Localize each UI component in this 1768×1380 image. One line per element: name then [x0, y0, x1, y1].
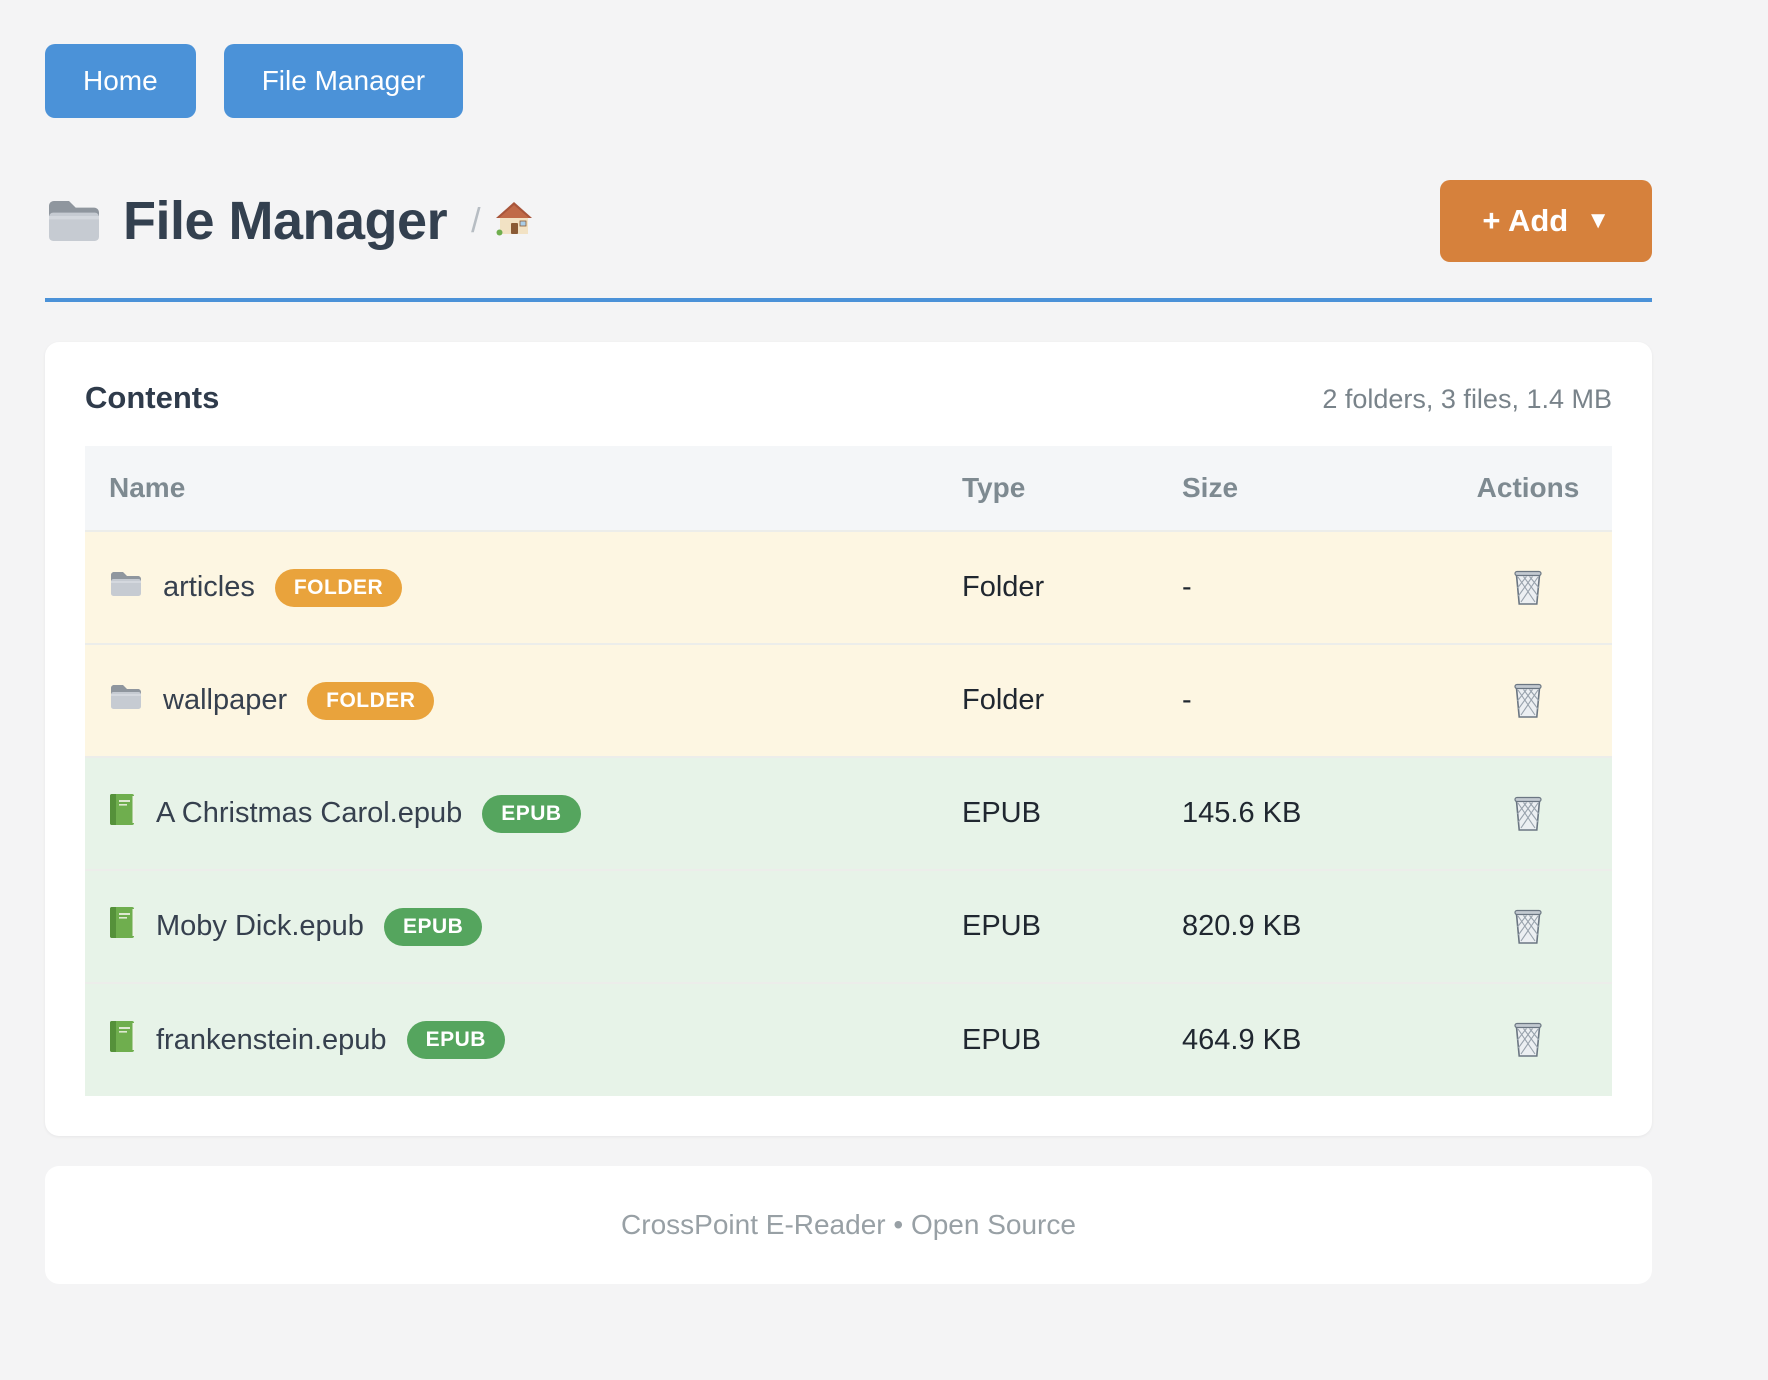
item-type: EPUB — [962, 756, 1182, 870]
book-icon — [109, 1020, 136, 1061]
folder-icon — [45, 196, 103, 246]
item-type: Folder — [962, 530, 1182, 644]
trash-icon — [1512, 570, 1544, 609]
table-header-row: Name Type Size Actions — [85, 446, 1612, 531]
folder-icon — [109, 569, 143, 607]
item-size: - — [1182, 530, 1444, 644]
table-row: wallpaper FOLDER Folder - — [85, 643, 1612, 757]
breadcrumb: / — [471, 201, 532, 241]
delete-button[interactable] — [1506, 675, 1550, 725]
column-header-size: Size — [1182, 446, 1444, 531]
chevron-down-icon: ▼ — [1586, 207, 1610, 234]
trash-icon — [1512, 683, 1544, 722]
item-name-link[interactable]: Moby Dick.epub — [156, 910, 364, 942]
item-size: 464.9 KB — [1182, 982, 1444, 1096]
top-nav: Home File Manager — [45, 44, 1652, 118]
column-header-name: Name — [85, 446, 962, 531]
item-type-badge: EPUB — [406, 1021, 505, 1059]
item-type-badge: EPUB — [482, 794, 581, 833]
delete-button[interactable] — [1506, 1014, 1550, 1064]
delete-button[interactable] — [1506, 788, 1550, 838]
column-header-actions: Actions — [1444, 446, 1612, 531]
item-size: 820.9 KB — [1182, 869, 1444, 983]
table-row: Moby Dick.epub EPUB EPUB 820.9 KB — [85, 869, 1612, 983]
item-type-badge: FOLDER — [307, 681, 435, 720]
file-manager-button[interactable]: File Manager — [223, 44, 464, 118]
title-row: File Manager / — [45, 180, 1652, 262]
column-header-type: Type — [962, 446, 1182, 531]
delete-button[interactable] — [1506, 562, 1550, 612]
item-size: 145.6 KB — [1182, 756, 1444, 870]
item-type: EPUB — [962, 869, 1182, 983]
breadcrumb-home-link[interactable] — [495, 201, 533, 241]
item-name-link[interactable]: wallpaper — [163, 684, 288, 716]
item-size: - — [1182, 643, 1444, 757]
trash-icon — [1512, 796, 1544, 835]
home-icon — [495, 201, 533, 241]
home-button[interactable]: Home — [45, 44, 196, 118]
contents-summary: 2 folders, 3 files, 1.4 MB — [1322, 384, 1612, 414]
table-row: articles FOLDER Folder - — [85, 530, 1612, 644]
footer: CrossPoint E-Reader • Open Source — [45, 1166, 1652, 1284]
trash-icon — [1512, 909, 1544, 948]
item-type: EPUB — [962, 982, 1182, 1096]
book-icon — [109, 906, 136, 947]
folder-icon — [109, 682, 143, 720]
card-title: Contents — [85, 380, 220, 415]
item-type-badge: EPUB — [383, 907, 483, 946]
trash-icon — [1512, 1022, 1544, 1061]
footer-text: CrossPoint E-Reader • Open Source — [621, 1209, 1076, 1240]
item-name-link[interactable]: articles — [163, 571, 255, 603]
add-button[interactable]: + Add ▼ — [1440, 180, 1652, 262]
header-divider — [45, 298, 1652, 302]
item-name-link[interactable]: frankenstein.epub — [156, 1023, 387, 1056]
item-type-badge: FOLDER — [274, 568, 403, 607]
breadcrumb-separator: / — [471, 201, 481, 240]
book-icon — [109, 793, 136, 834]
add-button-label: + Add — [1482, 203, 1569, 238]
item-name-link[interactable]: A Christmas Carol.epub — [156, 797, 463, 829]
item-type: Folder — [962, 643, 1182, 757]
table-row: frankenstein.epub EPUB EPUB 464.9 KB — [85, 982, 1612, 1096]
page: Home File Manager File Manager / — [45, 44, 1652, 1284]
contents-card: Contents 2 folders, 3 files, 1.4 MB Name… — [45, 342, 1652, 1136]
delete-button[interactable] — [1506, 901, 1550, 951]
table-row: A Christmas Carol.epub EPUB EPUB 145.6 K… — [85, 756, 1612, 870]
contents-table-body: articles FOLDER Folder - — [85, 530, 1612, 1096]
page-title: File Manager — [123, 191, 448, 251]
contents-table: Name Type Size Actions articles — [85, 446, 1612, 1096]
